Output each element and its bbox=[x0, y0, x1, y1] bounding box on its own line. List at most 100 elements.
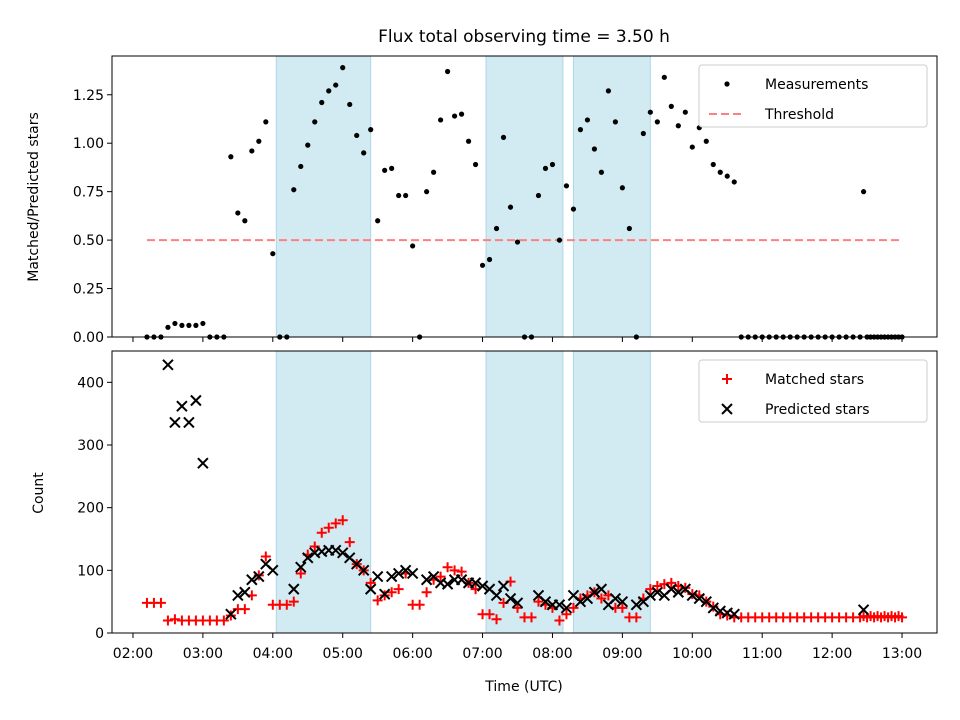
predicted-point bbox=[588, 586, 601, 598]
predicted-point bbox=[253, 570, 265, 583]
predicted-point bbox=[420, 574, 433, 586]
data-point bbox=[591, 146, 598, 152]
y-tick-label: 0.50 bbox=[73, 233, 104, 249]
predicted-point bbox=[197, 457, 209, 469]
top-panel: 0.00 0.25 0.50 0.75 1.00 1.25 Measurements Thre… bbox=[73, 55, 938, 346]
data-point bbox=[605, 88, 611, 94]
data-point bbox=[710, 161, 716, 168]
predicted-point bbox=[441, 578, 454, 590]
predicted-point bbox=[714, 605, 726, 617]
data-point bbox=[256, 138, 262, 144]
data-point bbox=[172, 320, 178, 327]
matched-point bbox=[386, 587, 397, 598]
predicted-point bbox=[385, 570, 398, 583]
predicted-point bbox=[574, 595, 587, 608]
chart-title: Flux total observing time = 3.50 h bbox=[378, 27, 670, 47]
data-point bbox=[249, 148, 255, 154]
top-ylabel: Matched/Predicted stars bbox=[26, 112, 42, 282]
predicted-point bbox=[357, 564, 370, 577]
predicted-point bbox=[455, 574, 468, 586]
data-point bbox=[347, 101, 353, 108]
legend-label: Threshold bbox=[764, 107, 834, 123]
bottom-panel: 0 100 200 300 400 02:00 03:00 04:00 05:00 06:00 07… bbox=[77, 350, 938, 662]
legend-box bbox=[698, 64, 928, 128]
matched-point bbox=[337, 515, 348, 526]
data-point bbox=[556, 237, 563, 243]
data-point bbox=[242, 218, 248, 224]
y-tick-label: 200 bbox=[77, 501, 104, 517]
data-point bbox=[493, 225, 500, 232]
shaded-interval bbox=[572, 55, 651, 338]
shaded-interval bbox=[275, 350, 372, 634]
predicted-point bbox=[392, 567, 405, 580]
predicted-point bbox=[330, 544, 342, 556]
data-point bbox=[570, 206, 577, 212]
data-point bbox=[354, 132, 360, 139]
predicted-point bbox=[232, 589, 244, 602]
data-point bbox=[193, 322, 199, 328]
predicted-point bbox=[302, 552, 314, 564]
predicted-point bbox=[504, 592, 517, 605]
matched-point bbox=[596, 593, 607, 604]
matched-point bbox=[260, 551, 271, 562]
matched-point bbox=[568, 602, 579, 613]
data-point bbox=[263, 119, 269, 125]
data-point bbox=[375, 218, 381, 224]
shaded-interval bbox=[485, 350, 564, 634]
predicted-point bbox=[169, 416, 181, 429]
matched-point bbox=[344, 537, 355, 548]
x-tick-label: 04:00 bbox=[253, 646, 293, 662]
data-point bbox=[451, 113, 458, 119]
data-point bbox=[675, 123, 681, 129]
matched-point bbox=[372, 595, 383, 606]
predicted-point bbox=[239, 586, 251, 598]
x-tick-label: 03:00 bbox=[183, 646, 223, 662]
x-tick-label: 05:00 bbox=[323, 646, 363, 662]
matched-point bbox=[617, 602, 628, 613]
matched-point bbox=[666, 577, 677, 588]
matched-point bbox=[281, 599, 292, 610]
predicted-point bbox=[364, 583, 377, 595]
predicted-point bbox=[176, 400, 188, 412]
matched-point bbox=[330, 518, 341, 529]
matched-point bbox=[365, 577, 376, 588]
matched-point bbox=[512, 602, 523, 613]
matched-point bbox=[393, 584, 404, 595]
data-point bbox=[228, 154, 234, 160]
legend-label: Matched stars bbox=[765, 372, 864, 388]
data-point bbox=[668, 103, 674, 109]
predicted-point bbox=[672, 586, 685, 598]
matched-point bbox=[295, 568, 306, 579]
predicted-point bbox=[644, 589, 657, 602]
x-tick-label: 10:00 bbox=[672, 646, 712, 662]
axes-frame bbox=[111, 350, 938, 634]
data-point bbox=[584, 117, 591, 123]
matched-point bbox=[316, 527, 327, 538]
bottom-ylabel: Count bbox=[31, 472, 47, 514]
predicted-point bbox=[539, 595, 552, 608]
data-point bbox=[368, 127, 374, 133]
data-point bbox=[326, 88, 332, 94]
data-point bbox=[724, 173, 730, 179]
data-point bbox=[179, 322, 185, 328]
x-tick-label: 02:00 bbox=[113, 646, 153, 662]
data-point bbox=[312, 119, 318, 125]
matched-point bbox=[893, 611, 904, 622]
matched-point bbox=[442, 562, 453, 573]
data-point bbox=[410, 243, 416, 249]
matched-point bbox=[169, 614, 180, 625]
y-tick-label: 100 bbox=[77, 563, 104, 579]
predicted-point bbox=[686, 589, 699, 602]
predicted-point bbox=[616, 595, 629, 608]
predicted-point bbox=[665, 583, 678, 595]
predicted-point bbox=[490, 589, 503, 602]
predicted-point bbox=[728, 608, 740, 620]
data-point bbox=[200, 320, 206, 327]
predicted-point bbox=[560, 602, 573, 614]
predicted-point bbox=[707, 602, 719, 614]
data-point bbox=[465, 138, 472, 144]
shaded-interval bbox=[275, 55, 372, 338]
predicted-point bbox=[630, 599, 643, 611]
x-tick-label: 12:00 bbox=[812, 646, 852, 662]
